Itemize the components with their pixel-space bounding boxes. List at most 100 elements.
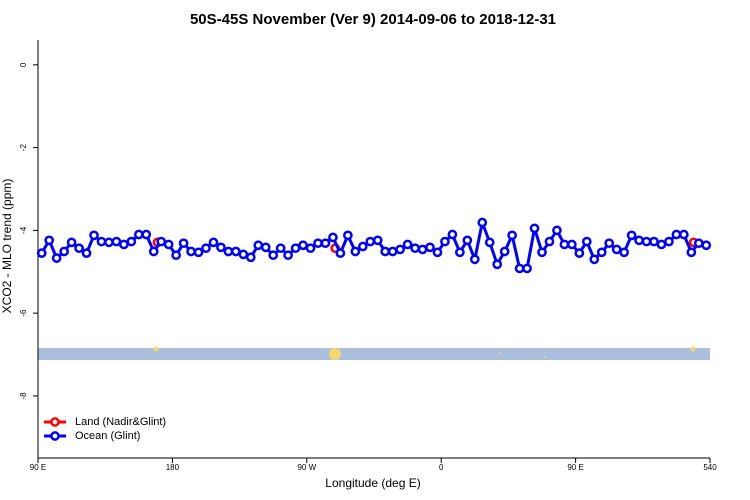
data-point xyxy=(611,244,622,255)
x-tick-label: 90 E xyxy=(30,463,46,472)
data-point xyxy=(432,247,443,258)
data-point xyxy=(133,229,144,240)
data-point xyxy=(260,242,271,253)
x-tick-label: 180 xyxy=(166,463,180,472)
data-point xyxy=(163,239,174,250)
data-point xyxy=(320,238,331,249)
y-tick-label: -6 xyxy=(19,309,28,317)
data-point xyxy=(514,263,525,274)
data-point xyxy=(89,230,99,241)
data-point xyxy=(238,249,249,260)
data-point xyxy=(343,230,353,241)
data-point xyxy=(208,237,219,248)
data-point xyxy=(365,236,376,247)
data-point xyxy=(380,246,391,257)
data-point xyxy=(186,246,196,257)
x-tick-label: 90 E xyxy=(567,463,583,472)
data-point xyxy=(425,242,435,253)
data-point xyxy=(81,248,92,258)
data-point xyxy=(596,247,607,258)
data-point xyxy=(223,246,234,257)
data-point xyxy=(59,246,69,257)
data-point xyxy=(51,253,62,263)
surface-band xyxy=(38,348,710,360)
land-marker xyxy=(153,346,159,352)
data-point xyxy=(283,250,293,261)
x-tick-label: 0 xyxy=(439,463,444,472)
data-point xyxy=(171,250,181,261)
data-point xyxy=(193,247,204,258)
data-point xyxy=(537,247,547,258)
data-point xyxy=(559,239,570,250)
data-point xyxy=(253,240,264,251)
land-markers xyxy=(153,346,696,360)
data-point xyxy=(357,241,368,252)
data-point xyxy=(589,254,600,265)
legend-marker xyxy=(50,431,60,441)
data-point xyxy=(245,252,256,263)
data-point xyxy=(462,235,473,246)
y-tick-label: -4 xyxy=(19,226,28,234)
data-point xyxy=(581,236,592,247)
x-axis-label: Longitude (deg E) xyxy=(325,476,420,490)
data-point xyxy=(268,250,279,261)
x-tick-label: 540 xyxy=(703,463,717,472)
y-tick-label: -8 xyxy=(19,392,28,400)
data-point xyxy=(671,229,682,240)
y-axis-label: XCO2 - MLO trend (ppm) xyxy=(0,179,14,314)
data-point xyxy=(634,235,644,246)
data-point xyxy=(216,242,226,253)
data-point xyxy=(298,240,308,251)
data-point xyxy=(178,238,189,249)
x-tick-label: 90 W xyxy=(297,463,316,472)
data-point xyxy=(686,247,697,258)
data-point xyxy=(290,243,301,254)
data-point xyxy=(111,236,122,247)
data-point xyxy=(328,232,338,243)
data-point xyxy=(492,259,503,270)
data-point xyxy=(626,230,637,241)
data-point xyxy=(693,238,704,249)
data-point xyxy=(522,263,532,274)
data-point xyxy=(679,229,689,240)
land-marker xyxy=(544,356,546,358)
data-point xyxy=(275,243,286,254)
data-point xyxy=(447,229,458,240)
data-point xyxy=(604,238,615,249)
data-point xyxy=(350,246,361,257)
data-point xyxy=(156,236,167,247)
data-point xyxy=(104,237,114,248)
data-point xyxy=(96,236,107,247)
data-point xyxy=(402,239,413,250)
data-point xyxy=(395,244,405,255)
data-point xyxy=(417,244,428,255)
data-point xyxy=(372,235,383,246)
data-point xyxy=(619,247,629,258)
data-point xyxy=(455,247,465,258)
legend-label: Ocean (Glint) xyxy=(75,430,140,442)
data-point xyxy=(574,248,585,258)
legend-label: Land (Nadir&Glint) xyxy=(75,416,166,428)
y-tick-label: -2 xyxy=(19,144,28,152)
legend-marker xyxy=(50,417,60,427)
data-point xyxy=(440,236,450,247)
data-point xyxy=(231,246,241,257)
data-point xyxy=(66,237,77,248)
land-marker xyxy=(329,348,341,360)
data-point xyxy=(552,225,562,236)
data-point xyxy=(641,236,652,247)
data-point xyxy=(544,236,555,247)
chart-title: 50S-45S November (Ver 9) 2014-09-06 to 2… xyxy=(190,11,556,28)
land-marker xyxy=(499,352,501,354)
data-point xyxy=(477,217,488,228)
data-point xyxy=(119,239,129,250)
data-point xyxy=(335,248,346,258)
data-point xyxy=(141,229,152,240)
data-point xyxy=(507,230,517,241)
data-point xyxy=(484,237,495,248)
land-marker xyxy=(690,346,696,352)
data-point xyxy=(148,246,159,257)
data-point xyxy=(656,239,667,250)
data-point xyxy=(387,246,398,257)
data-point xyxy=(469,254,480,265)
